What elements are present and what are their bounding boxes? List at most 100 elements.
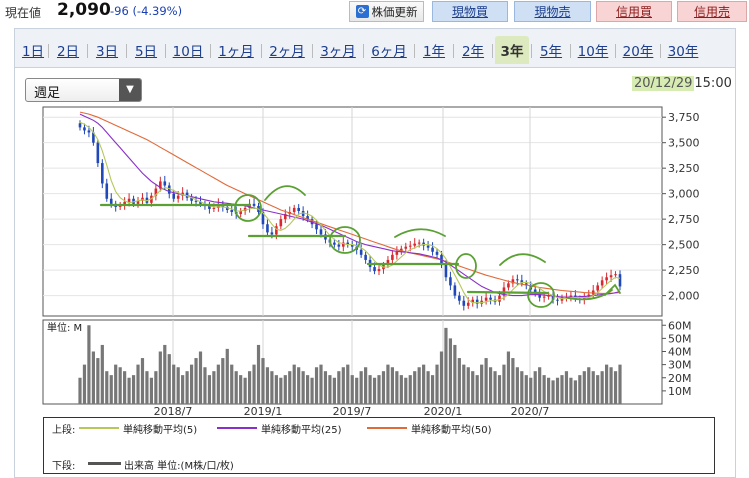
volume-bar (381, 371, 386, 404)
candle-body (163, 181, 167, 186)
volume-bar (408, 375, 412, 404)
tab-period-0[interactable]: 1日 (21, 44, 45, 60)
tab-period-10[interactable]: 2年 (461, 44, 485, 60)
volume-bar (203, 367, 207, 404)
volume-bar (185, 371, 189, 404)
candle-body (484, 297, 488, 301)
candle-body (261, 212, 265, 225)
volume-bar (578, 375, 582, 404)
volume-bar (417, 367, 421, 404)
volume-bar (444, 327, 448, 404)
cash-buy-button[interactable]: 現物買 (432, 1, 508, 22)
volume-bar (306, 375, 310, 404)
tab-separator (261, 44, 262, 58)
volume-bar (502, 364, 506, 404)
volume-bar (426, 371, 430, 404)
volume-bar (172, 364, 176, 404)
price-change: -96 (-4.39%) (110, 4, 183, 18)
volume-bar (297, 367, 301, 404)
volume-bar (395, 371, 399, 404)
tab-period-2[interactable]: 3日 (95, 44, 119, 60)
margin-sell-button[interactable]: 信用売 (677, 1, 747, 22)
volume-bar (283, 375, 287, 404)
tab-period-15[interactable]: 30年 (667, 44, 699, 60)
candle-body (609, 275, 613, 278)
tab-separator (453, 44, 454, 58)
candle-body (87, 130, 91, 133)
price-tick-label: 3,250 (668, 162, 700, 175)
volume-bar (533, 371, 537, 404)
chevron-down-icon[interactable]: ▼ (119, 79, 141, 101)
volume-bar (564, 371, 569, 404)
tab-period-9[interactable]: 1年 (422, 44, 446, 60)
volume-bar (439, 351, 444, 404)
annotation-circle (527, 282, 555, 308)
volume-bar (127, 377, 131, 404)
tab-period-14[interactable]: 20年 (622, 44, 654, 60)
candle-body (319, 229, 323, 235)
timestamp-date: 20/12/29 (632, 76, 695, 91)
cash-sell-button[interactable]: 現物売 (514, 1, 591, 22)
volume-bar (368, 375, 372, 404)
tab-period-11[interactable]: 3年 (495, 36, 529, 64)
volume-bar (323, 371, 328, 404)
candle-body (346, 242, 350, 245)
candle-body (489, 297, 492, 300)
volume-bar (591, 371, 595, 404)
volume-bar (194, 358, 198, 404)
volume-bar (136, 364, 140, 404)
volume-bar (212, 371, 216, 404)
volume-bar (605, 364, 609, 404)
volume-bar (453, 344, 457, 404)
margin-buy-button[interactable]: 信用買 (596, 1, 672, 22)
volume-bar (230, 364, 234, 404)
tab-period-7[interactable]: 3ヶ月 (320, 44, 356, 60)
candle-body (176, 195, 180, 199)
tab-period-12[interactable]: 5年 (539, 44, 563, 60)
volume-tick-label: 60M (668, 319, 692, 332)
candle-body (252, 203, 256, 206)
volume-bar (466, 367, 470, 404)
volume-bar (100, 344, 104, 404)
tab-period-3[interactable]: 5日 (134, 44, 158, 60)
volume-bar (82, 364, 87, 404)
timestamp: 20/12/29 15:00 (632, 76, 732, 91)
candle-body (230, 209, 234, 213)
volume-bar (301, 371, 305, 404)
tab-separator (126, 44, 127, 58)
volume-bar (435, 364, 439, 404)
candle-body (475, 299, 479, 304)
volume-bar (587, 367, 591, 404)
tab-separator (414, 44, 415, 58)
volume-bar (471, 371, 475, 404)
candle-body (292, 207, 296, 213)
volume-tick-label: 50M (668, 332, 692, 345)
tab-period-1[interactable]: 2日 (56, 44, 80, 60)
tab-separator (165, 44, 166, 58)
update-price-button[interactable]: ⟳ 株価更新 (349, 1, 424, 22)
volume-tick-label: 10M (668, 385, 692, 398)
annotation-arc (394, 228, 446, 238)
volume-bar (91, 351, 95, 404)
volume-bar (341, 367, 345, 404)
x-tick-label: 2019/7 (333, 405, 372, 418)
volume-bar (413, 371, 417, 404)
period-select[interactable]: 週足 ▼ (25, 78, 142, 102)
tab-period-8[interactable]: 6ヶ月 (371, 44, 407, 60)
candle-body (297, 207, 300, 211)
candle-body (194, 200, 198, 202)
legend-ma5-swatch (79, 427, 119, 429)
candle-body (444, 265, 448, 278)
candle-body (462, 300, 466, 306)
price-label: 現在値 (5, 6, 42, 20)
tab-period-6[interactable]: 2ヶ月 (269, 44, 305, 60)
candle-body (614, 274, 617, 276)
tab-period-13[interactable]: 10年 (577, 44, 609, 60)
volume-bar (314, 367, 319, 404)
volume-bar (189, 364, 194, 404)
volume-bar (131, 375, 136, 404)
volume-bar (515, 367, 519, 404)
tab-period-4[interactable]: 10日 (172, 44, 204, 60)
volume-bar (332, 377, 336, 404)
tab-period-5[interactable]: 1ヶ月 (218, 44, 254, 60)
